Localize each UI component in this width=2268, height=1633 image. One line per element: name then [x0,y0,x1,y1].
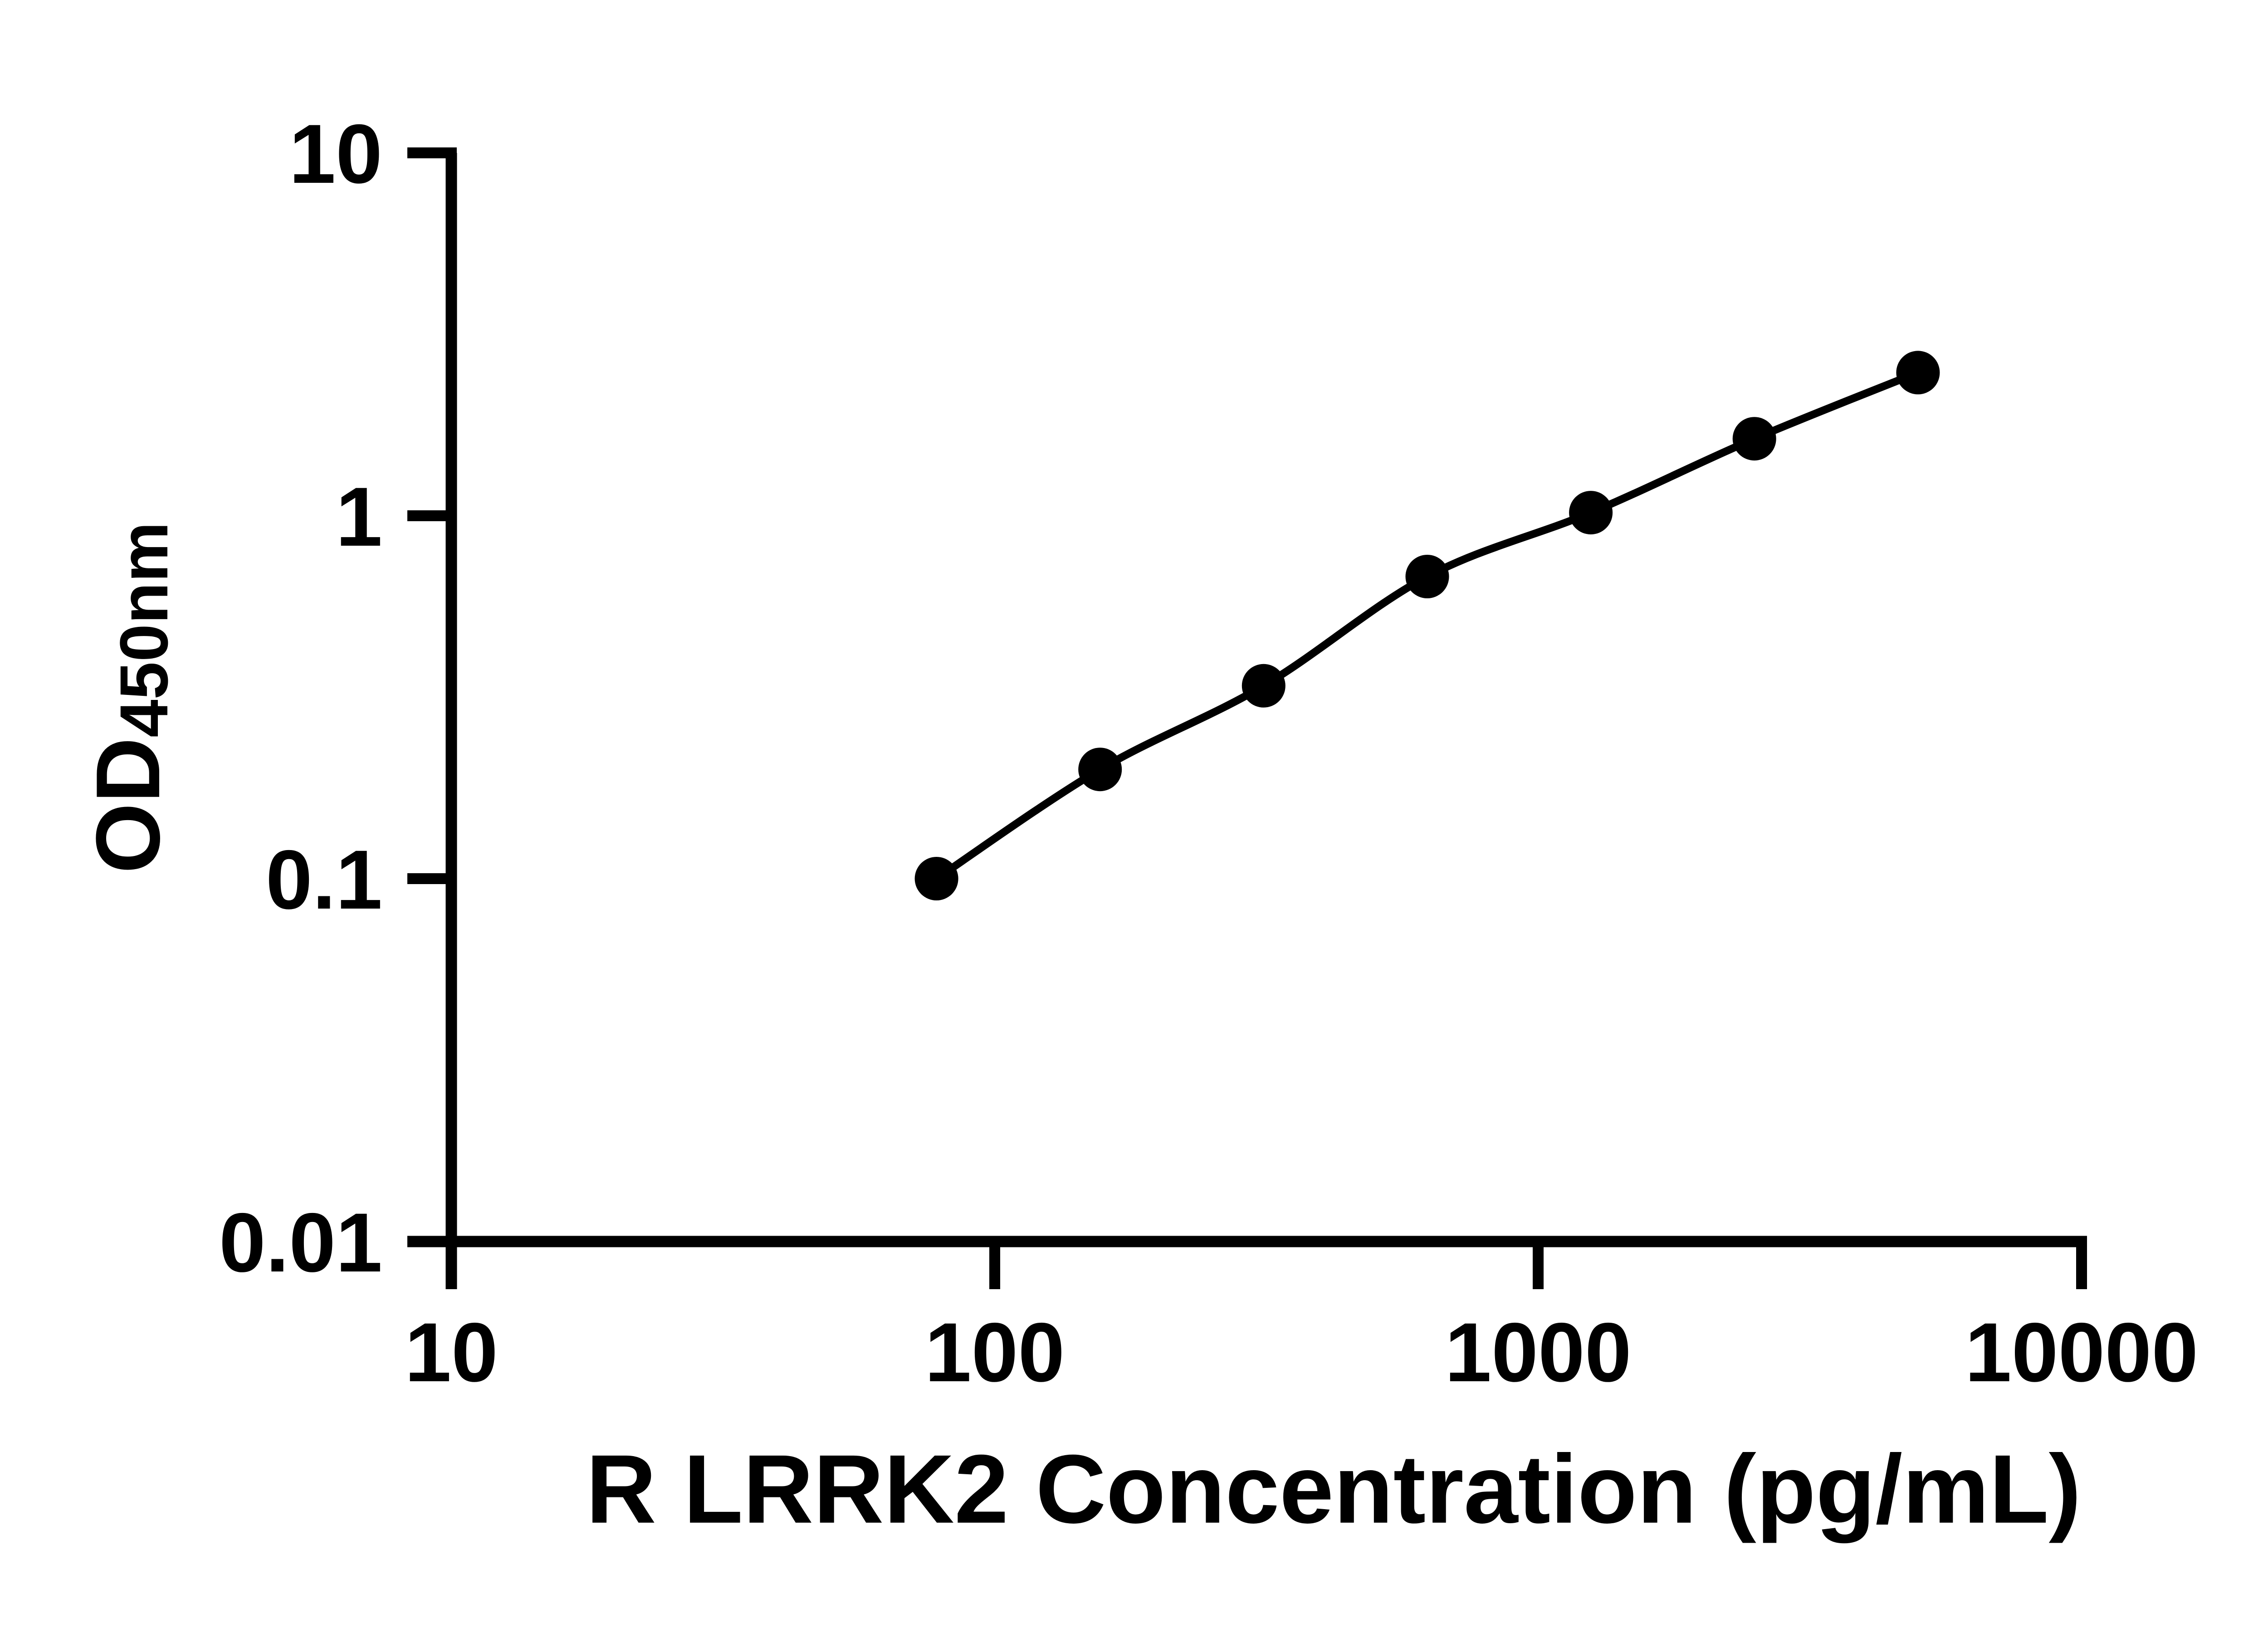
y-axis-title-main: OD [78,737,179,874]
x-tick-label: 1000 [1445,1306,1632,1399]
x-tick-label: 100 [925,1306,1065,1399]
y-tick-label: 1 [336,470,382,564]
x-axis-title: R LRRK2 Concentration (pg/mL) [586,1434,2082,1544]
y-tick-label: 0.1 [266,833,382,927]
data-point [1405,555,1449,598]
y-axis-title-subscript: 450nm [106,522,182,738]
y-tick-label: 0.01 [219,1196,382,1290]
x-tick-label: 10 [405,1306,498,1399]
data-point [1896,351,1940,395]
data-point [1078,748,1122,792]
data-point [1569,491,1613,535]
x-tick-label: 10000 [1965,1306,2198,1399]
y-axis-title: OD450nm [76,522,182,874]
data-point [1732,417,1776,461]
data-point [1242,664,1286,708]
y-tick-label: 10 [289,108,382,201]
data-point [914,857,958,900]
